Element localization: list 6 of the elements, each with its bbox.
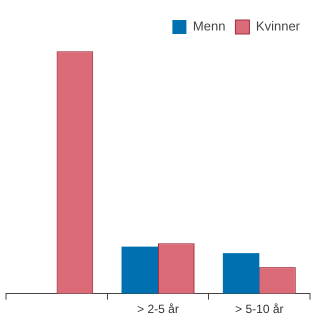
legend-label: Menn <box>192 18 226 34</box>
x-tick-label: > 5-10 år <box>235 302 284 316</box>
bar <box>222 253 260 294</box>
bar <box>122 246 158 294</box>
legend-label: Kvinner <box>256 18 301 34</box>
x-tick-label: > 2-5 år <box>137 302 179 316</box>
